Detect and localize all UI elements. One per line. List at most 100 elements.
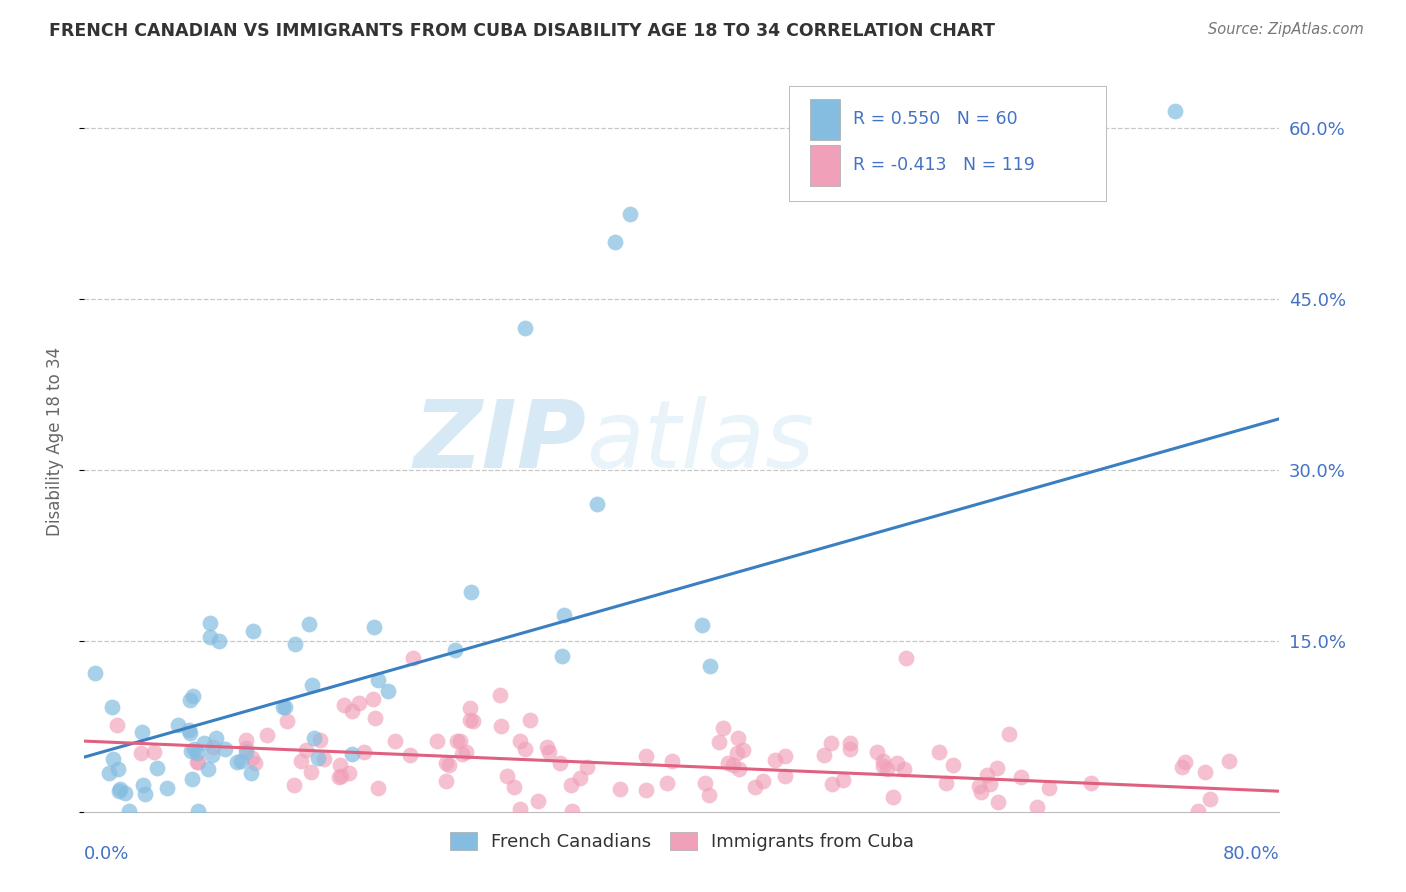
Point [1025, 800, 1047, 814]
Point [235, 741, 257, 756]
Point [271, 700, 294, 714]
Point [820, 736, 842, 750]
Point [340, 747, 363, 761]
Point [367, 781, 389, 796]
Point [284, 637, 307, 651]
Text: FRENCH CANADIAN VS IMMIGRANTS FROM CUBA DISABILITY AGE 18 TO 34 CORRELATION CHAR: FRENCH CANADIAN VS IMMIGRANTS FROM CUBA … [49, 22, 995, 40]
Point [450, 733, 472, 747]
Point [131, 725, 153, 739]
Point [107, 762, 129, 776]
Point [201, 747, 224, 762]
Point [763, 753, 786, 767]
Text: R = 0.550   N = 60: R = 0.550 N = 60 [853, 111, 1018, 128]
Point [872, 754, 894, 768]
Point [108, 784, 131, 798]
Point [503, 780, 526, 794]
Point [725, 746, 748, 760]
Text: atlas: atlas [586, 396, 814, 487]
Point [377, 684, 399, 698]
Point [402, 651, 425, 665]
Point [1187, 804, 1209, 818]
Point [998, 726, 1021, 740]
Point [509, 734, 531, 748]
Point [1218, 754, 1240, 768]
Point [328, 770, 350, 784]
Point [838, 735, 860, 749]
Point [187, 756, 209, 770]
Point [205, 731, 228, 746]
Point [1194, 764, 1216, 779]
Point [426, 734, 449, 748]
Point [299, 765, 322, 780]
Point [367, 673, 389, 688]
Point [733, 743, 755, 757]
Point [242, 624, 264, 638]
Legend: French Canadians, Immigrants from Cuba: French Canadians, Immigrants from Cuba [443, 824, 921, 858]
Point [553, 607, 575, 622]
Point [302, 731, 325, 745]
Point [821, 777, 844, 791]
Point [312, 752, 335, 766]
Point [536, 740, 558, 755]
Point [187, 804, 209, 818]
Point [460, 585, 482, 599]
Point [548, 756, 571, 770]
Point [309, 733, 332, 747]
Point [813, 747, 835, 762]
Point [454, 745, 477, 759]
FancyBboxPatch shape [810, 100, 839, 140]
Point [661, 754, 683, 768]
Point [560, 778, 582, 792]
Point [928, 745, 950, 759]
Point [214, 742, 236, 756]
Point [1170, 760, 1192, 774]
Point [243, 756, 266, 770]
Point [488, 688, 510, 702]
Point [1164, 104, 1187, 119]
Point [935, 776, 957, 790]
FancyBboxPatch shape [790, 87, 1107, 201]
Point [882, 789, 904, 804]
Point [235, 732, 257, 747]
Point [744, 780, 766, 795]
Point [1199, 792, 1222, 806]
Point [180, 743, 202, 757]
Point [942, 758, 965, 772]
Point [276, 714, 298, 729]
Point [226, 756, 249, 770]
Point [969, 785, 991, 799]
Point [364, 711, 387, 725]
Point [183, 742, 205, 756]
Point [458, 714, 481, 728]
Point [458, 700, 481, 714]
Point [551, 649, 574, 664]
Point [84, 665, 107, 680]
Point [118, 804, 141, 818]
Point [538, 745, 561, 759]
Point [728, 762, 751, 776]
Point [434, 756, 457, 770]
Point [496, 769, 519, 783]
Point [655, 776, 678, 790]
Point [179, 723, 201, 737]
Point [619, 207, 641, 221]
Point [894, 651, 917, 665]
Point [979, 776, 1001, 790]
Point [114, 786, 136, 800]
Point [690, 617, 713, 632]
Point [298, 616, 321, 631]
Point [526, 794, 548, 808]
Point [156, 780, 179, 795]
Text: Source: ZipAtlas.com: Source: ZipAtlas.com [1208, 22, 1364, 37]
Point [240, 765, 263, 780]
Text: ZIP: ZIP [413, 395, 586, 488]
Point [200, 631, 222, 645]
Point [451, 747, 474, 761]
FancyBboxPatch shape [810, 145, 839, 186]
Point [201, 740, 224, 755]
Point [446, 734, 468, 748]
Point [167, 718, 190, 732]
Point [723, 757, 745, 772]
Point [208, 634, 231, 648]
Point [519, 713, 541, 727]
